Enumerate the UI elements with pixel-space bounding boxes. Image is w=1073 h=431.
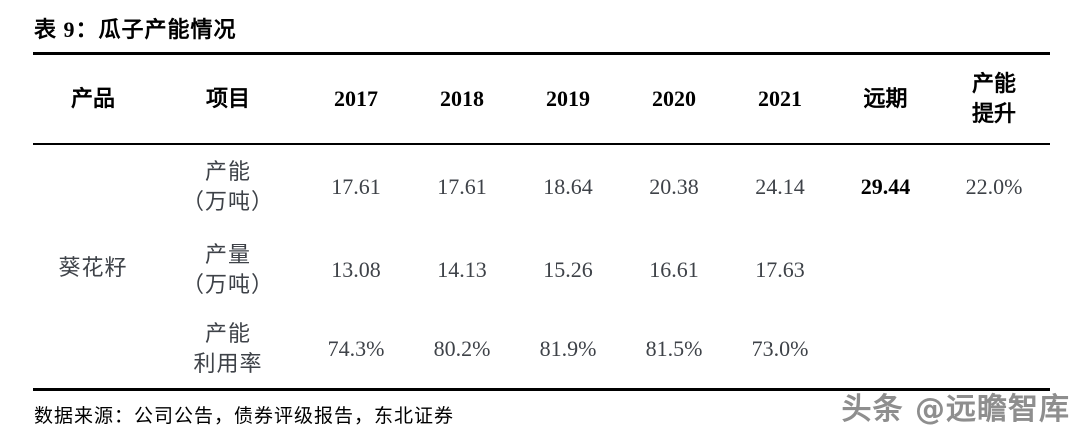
col-header-2018: 2018: [440, 85, 484, 111]
cell-output-2021: 17.63: [755, 256, 805, 282]
table-row-utilization: 产能 利用率 74.3% 80.2% 81.9% 81.5% 73.0%: [33, 310, 1050, 390]
watermark: 头条 @远瞻智库: [841, 392, 1070, 427]
cell-utilization-2017: 74.3%: [327, 335, 385, 361]
capacity-increase-line2: 提升: [971, 100, 1016, 126]
item-label-line1: 产能: [204, 159, 251, 184]
cell-output-increase: [938, 230, 1050, 310]
cell-utilization-2019: 81.9%: [539, 335, 597, 361]
item-label-line2: （万吨）: [181, 271, 274, 297]
header-row: 产品 项目 2017 2018 2019 2020 2021 远期 产能 提升: [33, 54, 1050, 144]
item-cell-utilization: 产能 利用率: [153, 310, 303, 390]
cell-utilization-2020: 81.5%: [645, 335, 703, 361]
cell-output-2017: 13.08: [331, 256, 381, 282]
table-row-capacity: 葵花籽 产能 （万吨） 17.61 17.61 18.64 20.38 24.1…: [33, 144, 1050, 280]
product-cell: 葵花籽: [58, 255, 128, 281]
cell-utilization-increase: [938, 310, 1050, 390]
cell-output-2019: 15.26: [543, 256, 593, 282]
cell-output-2020: 16.61: [649, 256, 699, 282]
cell-utilization-2018: 80.2%: [433, 335, 491, 361]
cell-output-longterm: [833, 230, 938, 310]
item-label-line1: 产能: [204, 320, 251, 346]
item-cell-capacity: 产能 （万吨）: [153, 144, 303, 230]
cell-utilization-2021: 73.0%: [751, 335, 809, 361]
cell-output-2018: 14.13: [437, 256, 487, 282]
cell-utilization-longterm: [833, 310, 938, 390]
capacity-table: 产品 项目 2017 2018 2019 2020 2021 远期 产能 提升 …: [33, 52, 1050, 391]
cell-capacity-increase: 22.0%: [965, 174, 1023, 199]
cell-capacity-longterm: 29.44: [860, 174, 911, 199]
cell-capacity-2021: 24.14: [755, 174, 805, 199]
table-title: 表 9：瓜子产能情况: [34, 17, 237, 42]
col-header-product: 产品: [70, 85, 115, 111]
col-header-item: 项目: [205, 85, 250, 111]
cell-capacity-2019: 18.64: [543, 174, 593, 199]
data-source-note: 数据来源：公司公告，债券评级报告，东北证券: [34, 406, 455, 427]
item-label-line2: 利用率: [193, 350, 263, 376]
table-row-output: 产量 （万吨） 13.08 14.13 15.26 16.61 17.63: [33, 230, 1050, 310]
item-label-line1: 产量: [204, 241, 251, 267]
col-header-2021: 2021: [758, 85, 802, 111]
col-header-2020: 2020: [652, 85, 696, 111]
col-header-2017: 2017: [334, 85, 378, 111]
cell-capacity-2017: 17.61: [331, 174, 381, 199]
cell-capacity-2020: 20.38: [649, 174, 699, 199]
col-header-2019: 2019: [546, 85, 590, 111]
col-header-longterm: 远期: [863, 85, 908, 111]
item-cell-output: 产量 （万吨）: [153, 230, 303, 310]
col-header-capacity-increase: 产能 提升: [938, 54, 1050, 144]
cell-capacity-2018: 17.61: [437, 174, 487, 199]
capacity-increase-line1: 产能: [971, 70, 1016, 96]
item-label-line2: （万吨）: [181, 189, 274, 214]
